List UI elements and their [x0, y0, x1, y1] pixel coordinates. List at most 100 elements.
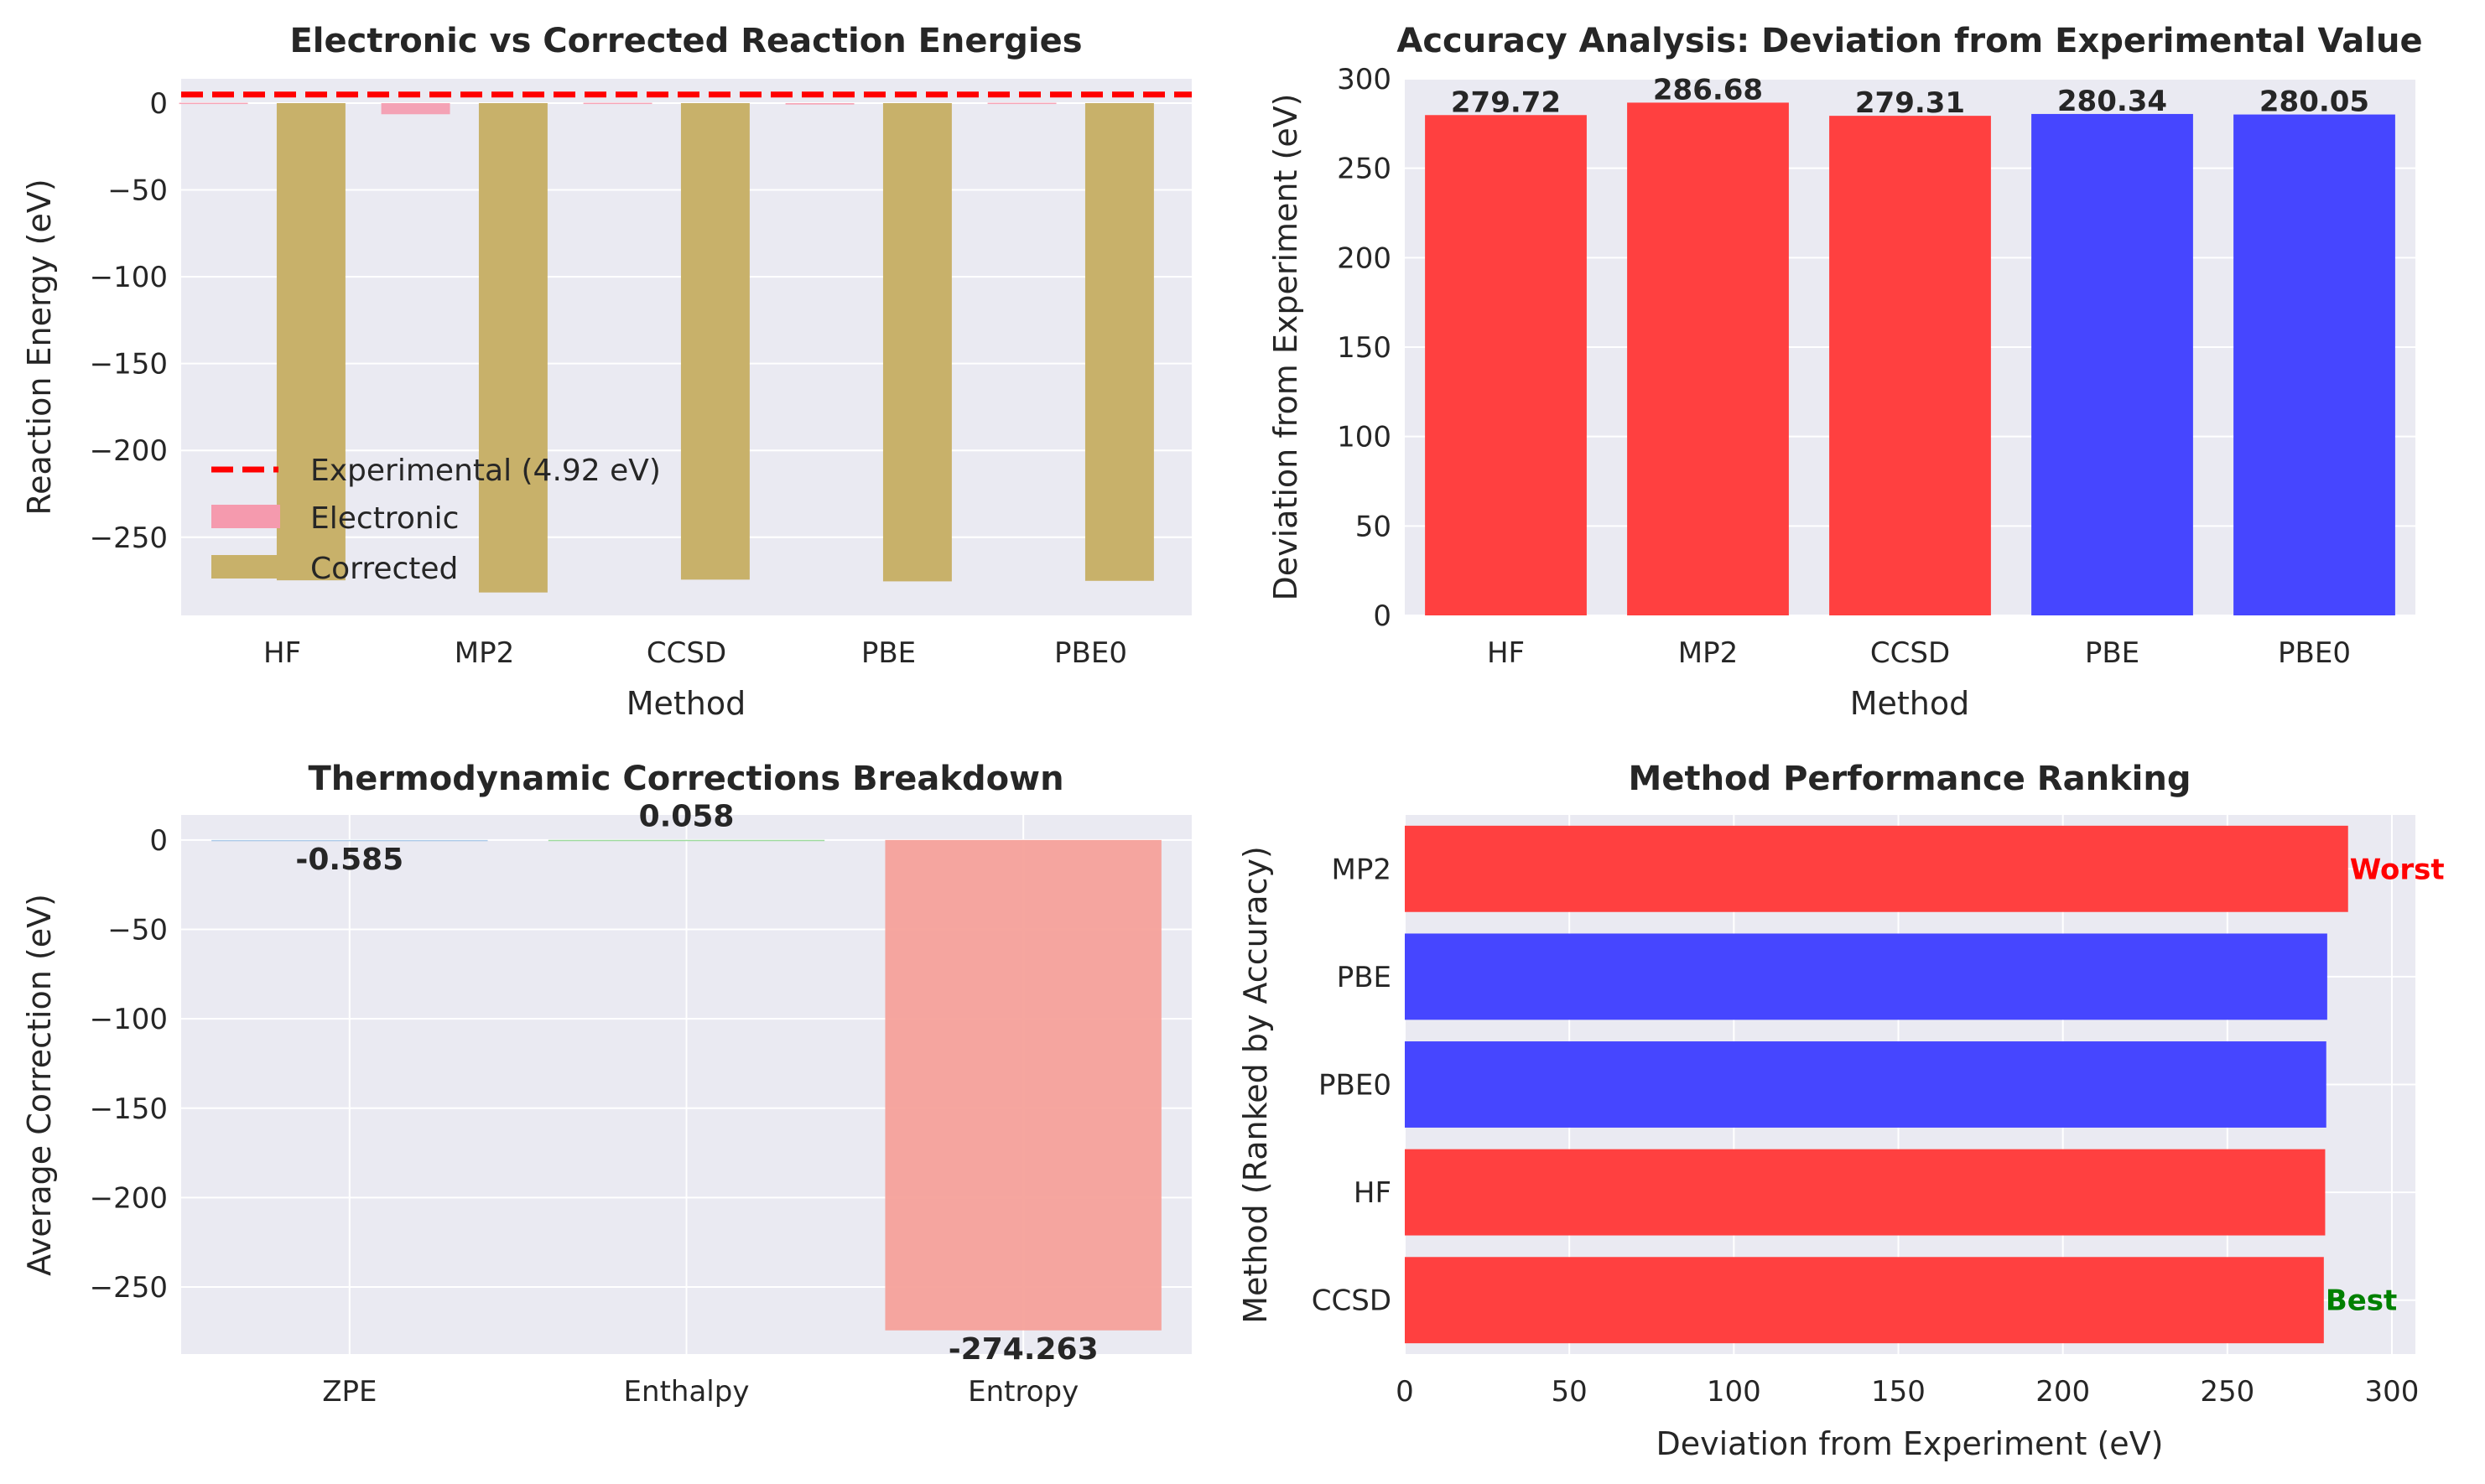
bar-electronic — [785, 102, 855, 105]
y-tick-label: −100 — [90, 1003, 168, 1036]
annotation-worst: Worst — [2350, 853, 2445, 886]
legend-corrected-label: Corrected — [310, 552, 458, 586]
bar-corrected — [882, 102, 952, 582]
bar-ranking — [1405, 1041, 2326, 1128]
bar-correction — [885, 839, 1162, 1331]
x-tick-labels: HF MP2 CCSD PBE PBE0 — [1487, 636, 2351, 670]
legend-corrected-swatch — [211, 555, 280, 579]
legend-electronic-swatch — [211, 505, 280, 528]
panel-accuracy-analysis: 279.72 286.68 279.31 280.34 280.05 0 50 100 150… — [1267, 22, 2423, 722]
x-tick-label: HF — [263, 636, 301, 670]
x-tick-label: MP2 — [1678, 636, 1738, 670]
bar-electronic — [987, 102, 1057, 105]
data-labels: -0.585 0.058 -274.263 — [295, 800, 1098, 1367]
x-tick-labels: HF MP2 CCSD PBE PBE0 — [263, 636, 1127, 670]
y-tick-label: 0 — [149, 87, 168, 121]
y-axis-label: Average Correction (eV) — [21, 894, 58, 1276]
x-axis-label: Method — [1850, 685, 1970, 722]
y-tick-label: HF — [1354, 1176, 1391, 1210]
x-tick-label: Enthalpy — [624, 1375, 750, 1409]
bar-deviation — [2031, 113, 2193, 615]
x-tick-label: MP2 — [455, 636, 514, 670]
bars — [1425, 102, 2395, 616]
bars — [211, 839, 1162, 1331]
x-tick-label: 100 — [1707, 1375, 1761, 1409]
data-label: -274.263 — [949, 1332, 1099, 1367]
x-tick-label: 50 — [1552, 1375, 1588, 1409]
data-label: 280.34 — [2057, 85, 2167, 118]
bar-electronic — [381, 102, 450, 115]
y-tick-label: −150 — [90, 1092, 168, 1126]
x-tick-label: Entropy — [968, 1375, 1079, 1409]
x-tick-label: PBE — [861, 636, 916, 670]
y-axis-label: Method (Ranked by Accuracy) — [1237, 846, 1274, 1324]
x-axis-label: Deviation from Experiment (eV) — [1656, 1425, 2163, 1462]
y-tick-labels: 0 −50 −100 −150 −200 −250 — [90, 824, 168, 1305]
y-tick-label: 250 — [1337, 153, 1391, 186]
bar-ranking — [1405, 933, 2327, 1020]
panel-thermo-corrections: -0.585 0.058 -274.263 0 −50 −100 −150 −200 −250… — [21, 760, 1192, 1409]
bar-corrected — [478, 102, 548, 593]
y-tick-labels: MP2 PBE PBE0 HF CCSD — [1312, 853, 1391, 1317]
bar-ranking — [1405, 825, 2348, 912]
data-label: 279.31 — [1855, 86, 1965, 120]
x-tick-label: CCSD — [647, 636, 726, 670]
x-tick-label: PBE — [2085, 636, 2139, 670]
bar-ranking — [1405, 1149, 2326, 1236]
panel-performance-ranking: Worst Best MP2 PBE PBE0 HF CCSD 0 50 100 150 200 2… — [1237, 760, 2445, 1462]
y-tick-label: 100 — [1337, 421, 1391, 454]
annotation-best: Best — [2326, 1284, 2397, 1318]
y-tick-label: 200 — [1337, 241, 1391, 275]
bar-corrected — [1084, 102, 1154, 581]
y-tick-label: 0 — [1373, 599, 1391, 633]
y-tick-label: −250 — [90, 1271, 168, 1305]
x-tick-label: CCSD — [1870, 636, 1950, 670]
y-tick-label: 50 — [1355, 510, 1391, 543]
y-tick-label: −200 — [90, 1181, 168, 1215]
y-tick-labels: 0 −50 −100 −150 −200 −250 — [90, 87, 168, 555]
bar-electronic — [583, 102, 652, 105]
bar-deviation — [1627, 102, 1789, 615]
y-tick-label: 150 — [1337, 331, 1391, 365]
x-tick-label: 250 — [2200, 1375, 2254, 1409]
y-tick-label: MP2 — [1332, 853, 1391, 886]
x-axis-label: Method — [626, 685, 746, 722]
data-label: -0.585 — [295, 843, 403, 877]
bars — [179, 102, 1154, 593]
y-tick-label: −50 — [107, 174, 168, 208]
chart-title: Thermodynamic Corrections Breakdown — [308, 760, 1063, 798]
data-label: 279.72 — [1451, 86, 1561, 119]
bar-deviation — [1425, 115, 1587, 616]
x-tick-label: 300 — [2365, 1375, 2420, 1409]
x-tick-labels: ZPE Enthalpy Entropy — [322, 1375, 1079, 1409]
x-tick-labels: 0 50 100 150 200 250 300 — [1396, 1375, 2419, 1409]
legend-electronic-label: Electronic — [310, 501, 459, 536]
y-tick-label: −200 — [90, 434, 168, 468]
bar-correction — [211, 839, 488, 842]
y-tick-label: 300 — [1337, 63, 1391, 96]
chart-title: Method Performance Ranking — [1629, 760, 2191, 798]
y-tick-label: −100 — [90, 261, 168, 294]
y-axis-label: Deviation from Experiment (eV) — [1267, 93, 1304, 600]
x-tick-label: 200 — [2035, 1375, 2090, 1409]
y-tick-label: PBE — [1337, 961, 1391, 994]
data-label: 0.058 — [639, 800, 735, 834]
data-label: 280.05 — [2259, 86, 2369, 119]
bar-deviation — [2233, 114, 2395, 615]
bar-electronic — [179, 102, 248, 105]
chart-title: Electronic vs Corrected Reaction Energie… — [289, 22, 1082, 60]
x-tick-label: PBE0 — [2278, 636, 2351, 670]
x-tick-label: PBE0 — [1054, 636, 1127, 670]
legend: Experimental (4.92 eV) Electronic Correc… — [211, 454, 661, 586]
bars — [1405, 825, 2348, 1344]
y-tick-label: 0 — [149, 824, 168, 858]
y-tick-label: PBE0 — [1318, 1069, 1391, 1103]
x-tick-label: ZPE — [322, 1375, 377, 1409]
y-tick-label: CCSD — [1312, 1284, 1391, 1318]
y-tick-labels: 0 50 100 150 200 250 300 — [1337, 63, 1391, 633]
y-tick-label: −150 — [90, 348, 168, 381]
y-tick-label: −50 — [107, 913, 168, 947]
bar-ranking — [1405, 1257, 2324, 1344]
bar-correction — [548, 839, 825, 842]
